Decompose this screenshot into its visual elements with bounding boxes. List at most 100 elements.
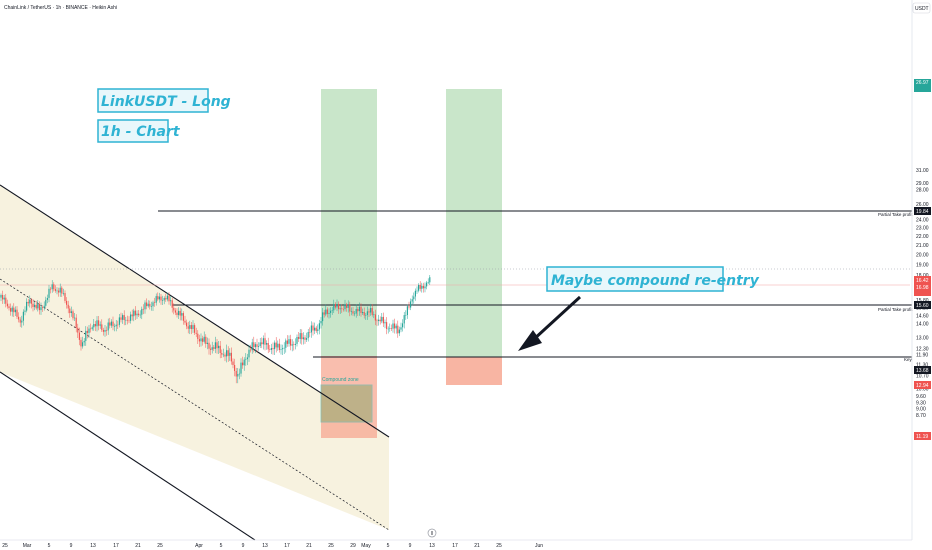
- candle-body: [296, 337, 298, 344]
- candle-body: [318, 323, 320, 330]
- candle-body: [202, 338, 204, 342]
- candle-body: [400, 327, 402, 330]
- candle-body: [8, 306, 10, 309]
- candle-body: [102, 329, 104, 332]
- candle-body: [408, 306, 410, 308]
- candle-body: [261, 342, 263, 345]
- candle-body: [178, 310, 180, 316]
- candle-body: [101, 324, 103, 330]
- candle-body: [411, 299, 413, 302]
- candle-body: [154, 302, 156, 303]
- candle-body: [387, 328, 389, 330]
- candle-body: [270, 348, 272, 350]
- candle-body: [90, 328, 92, 330]
- x-tick-label: 13: [262, 543, 268, 549]
- candle-body: [80, 339, 82, 347]
- callout-box: [546, 266, 724, 292]
- tag-12-94: [914, 381, 931, 389]
- candle-body: [398, 329, 400, 334]
- title-box-text: LinkUSDT - Long: [101, 94, 231, 110]
- candle-body: [238, 373, 240, 375]
- candle-body: [232, 361, 234, 365]
- candle-body: [259, 342, 261, 346]
- candle-body: [91, 327, 93, 329]
- candle-body: [208, 342, 210, 349]
- channel-fill: [0, 185, 389, 530]
- profit-zone-2: [446, 89, 502, 357]
- x-tick-label: 29: [350, 543, 356, 549]
- candle-body: [349, 304, 351, 312]
- candle-body: [149, 303, 151, 307]
- candle-body: [134, 310, 136, 316]
- candle-body: [53, 284, 55, 290]
- candle-body: [419, 285, 421, 289]
- x-tick-label: 21: [135, 543, 141, 549]
- y-tick-label: 8.70: [916, 413, 926, 419]
- candle-body: [326, 309, 328, 314]
- candle-body: [195, 332, 197, 334]
- y-tick-label: 18.00: [916, 273, 929, 279]
- candle-body: [82, 342, 84, 347]
- candle-body: [6, 303, 8, 307]
- candle-body: [304, 337, 306, 340]
- y-tick-label: 31.00: [916, 168, 929, 174]
- candle-body: [382, 316, 384, 324]
- candle-body: [363, 312, 365, 316]
- tag-tp1: [914, 207, 931, 215]
- candle-body: [413, 296, 415, 300]
- candle-body: [262, 338, 264, 345]
- candle-body: [402, 323, 404, 328]
- candle-body: [414, 290, 416, 297]
- candle-body: [128, 320, 130, 322]
- candle-body: [302, 337, 304, 340]
- candle-body: [358, 306, 360, 312]
- candle-body: [378, 319, 380, 321]
- candle-body: [256, 344, 258, 347]
- candle-body: [306, 338, 308, 340]
- tag-16-42-text: 16.42: [916, 278, 929, 284]
- tag-tp1-text: 19.84: [916, 209, 929, 215]
- y-tick-label: 9.00: [916, 407, 926, 413]
- candle-body: [123, 315, 125, 321]
- candle-body: [307, 332, 309, 339]
- candle-body: [56, 290, 58, 292]
- candle-body: [88, 328, 90, 333]
- candle-body: [267, 343, 269, 350]
- candle-body: [187, 326, 189, 329]
- candle-body: [18, 316, 20, 320]
- candle-body: [334, 304, 336, 308]
- candle-body: [75, 317, 77, 328]
- x-tick-label: 17: [284, 543, 290, 549]
- candle-body: [42, 307, 44, 308]
- candle-body: [67, 304, 69, 309]
- y-tick-label: 23.00: [916, 226, 929, 232]
- candle-body: [309, 332, 311, 333]
- candle-body: [246, 357, 248, 360]
- tag-26-97: [914, 79, 931, 92]
- candle-body: [242, 362, 244, 366]
- currency-button[interactable]: [912, 2, 931, 14]
- candle-body: [286, 340, 288, 344]
- candle-body: [61, 287, 63, 294]
- candle-body: [384, 322, 386, 324]
- candle-body: [224, 354, 226, 357]
- y-tick-label: 29.00: [916, 181, 929, 187]
- candle-body: [216, 342, 218, 349]
- candle-body: [330, 310, 332, 313]
- candle-body: [58, 290, 60, 293]
- candle-body: [203, 336, 205, 342]
- callout-box-text: Maybe compound re-entry: [551, 273, 760, 289]
- candle-body: [269, 349, 271, 350]
- candle-body: [3, 297, 5, 300]
- candle-body: [189, 325, 191, 329]
- y-tick-label: 24.00: [916, 217, 929, 223]
- candle-body: [397, 325, 399, 334]
- candle-body: [314, 327, 316, 331]
- candle-body: [211, 347, 213, 350]
- candle-body: [392, 323, 394, 329]
- candle-body: [243, 359, 245, 366]
- x-axis[interactable]: 25 Mar 5 9 13 17 21 25 Apr 5 9 13 17 21 25 29 May 5 9 13 17 2…: [2, 543, 543, 549]
- candle-body: [376, 320, 378, 322]
- candle-body: [370, 308, 372, 313]
